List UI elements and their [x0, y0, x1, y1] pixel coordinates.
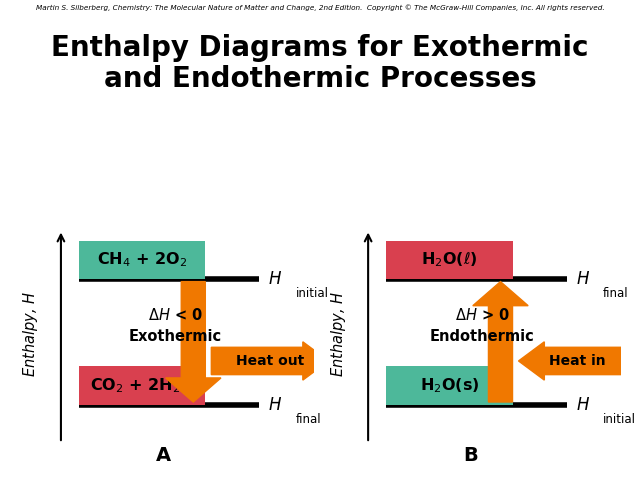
FancyBboxPatch shape: [79, 366, 205, 405]
Text: final: final: [603, 287, 628, 300]
Text: Heat in: Heat in: [549, 354, 605, 368]
Text: Enthalpy, $H$: Enthalpy, $H$: [21, 290, 40, 377]
Text: Enthalpy, $H$: Enthalpy, $H$: [328, 290, 348, 377]
Text: $H$: $H$: [269, 396, 282, 414]
Text: $\Delta H$ > 0
Endothermic: $\Delta H$ > 0 Endothermic: [430, 307, 535, 344]
Polygon shape: [166, 282, 221, 402]
FancyBboxPatch shape: [386, 240, 513, 279]
Text: $H$: $H$: [576, 396, 589, 414]
Text: CH$_4$ + 2O$_2$: CH$_4$ + 2O$_2$: [97, 251, 188, 269]
Text: H$_2$O(s): H$_2$O(s): [420, 376, 479, 395]
Text: final: final: [296, 413, 321, 426]
Polygon shape: [211, 342, 329, 380]
Text: CO$_2$ + 2H$_2$O: CO$_2$ + 2H$_2$O: [90, 376, 195, 395]
Text: B: B: [463, 446, 478, 465]
Text: $\Delta H$ < 0
Exothermic: $\Delta H$ < 0 Exothermic: [129, 307, 222, 344]
Text: Martin S. Silberberg, Chemistry: The Molecular Nature of Matter and Change, 2nd : Martin S. Silberberg, Chemistry: The Mol…: [36, 4, 604, 11]
FancyBboxPatch shape: [79, 240, 205, 279]
FancyBboxPatch shape: [386, 366, 513, 405]
Text: A: A: [156, 446, 171, 465]
Text: initial: initial: [603, 413, 636, 426]
Text: $H$: $H$: [269, 270, 282, 288]
Text: H$_2$O($\ell$): H$_2$O($\ell$): [421, 251, 477, 269]
Polygon shape: [518, 342, 636, 380]
Text: Heat out: Heat out: [236, 354, 304, 368]
Text: Enthalpy Diagrams for Exothermic
and Endothermic Processes: Enthalpy Diagrams for Exothermic and End…: [51, 34, 589, 93]
Text: initial: initial: [296, 287, 328, 300]
Text: $H$: $H$: [576, 270, 589, 288]
Polygon shape: [473, 282, 528, 402]
